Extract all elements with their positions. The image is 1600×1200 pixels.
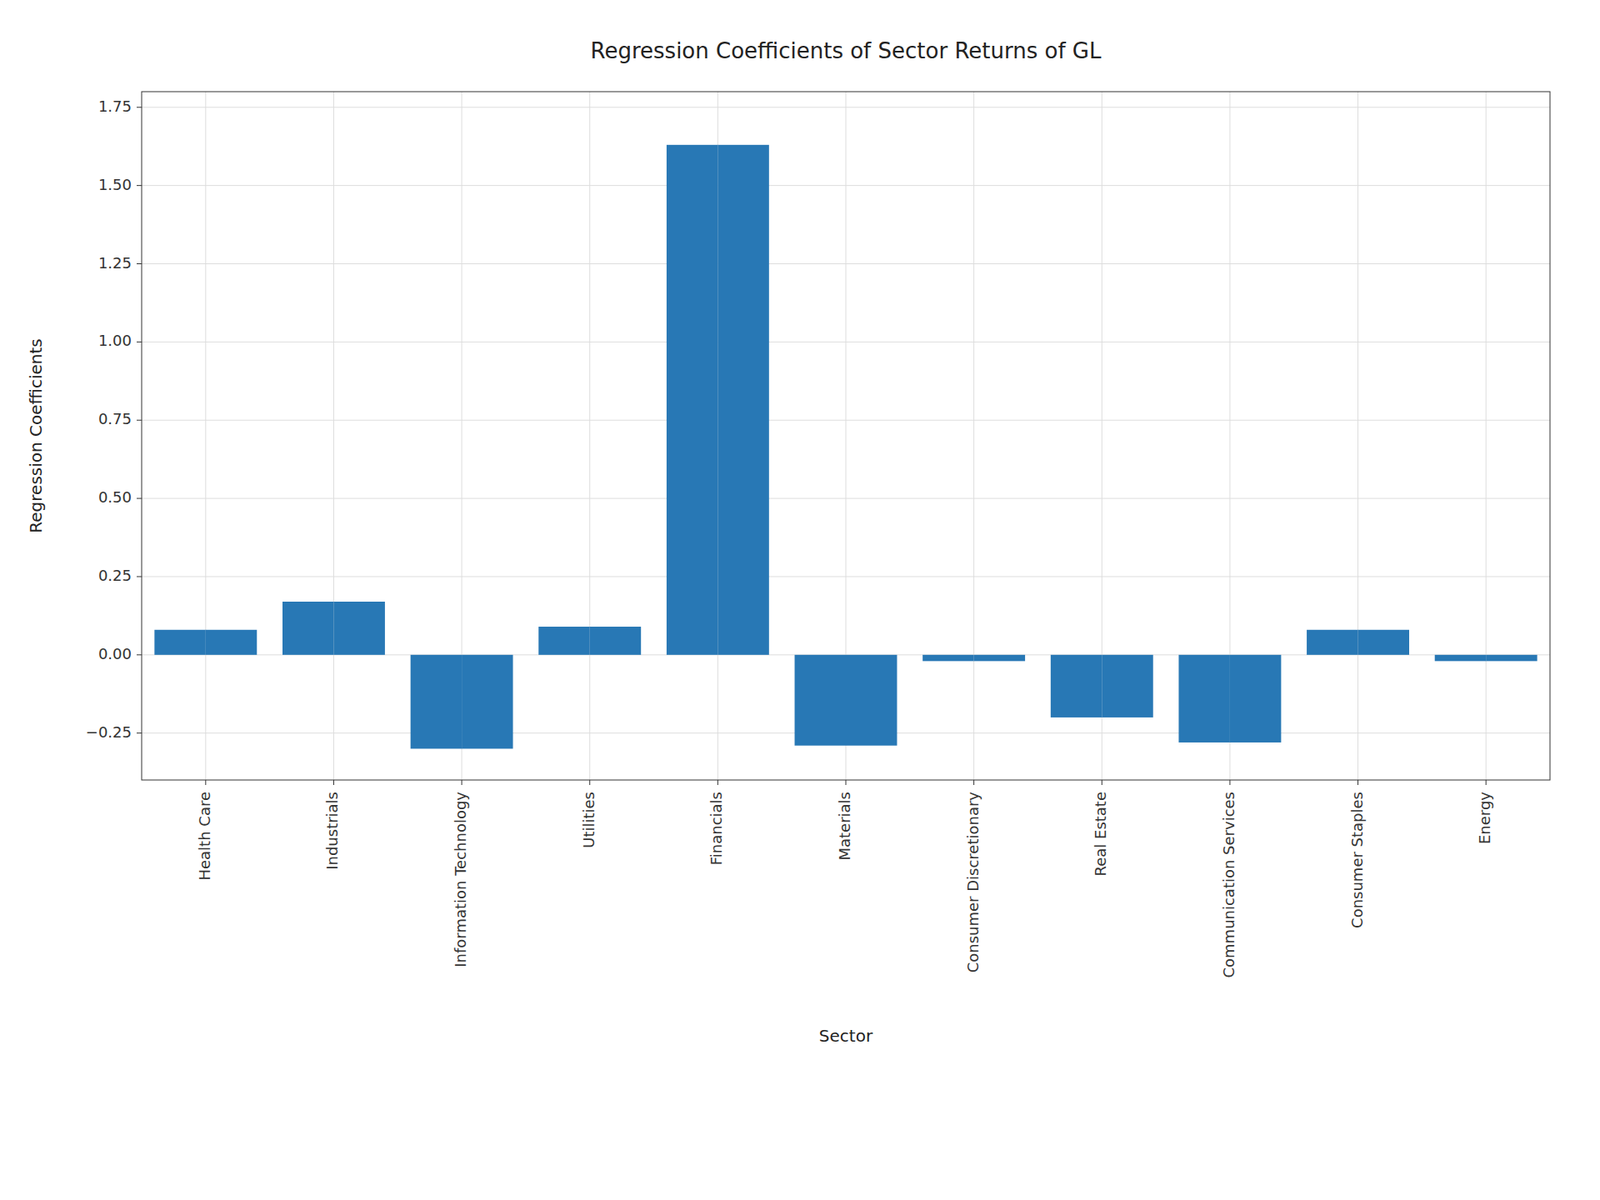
x-tick	[205, 780, 206, 785]
bar	[922, 655, 974, 662]
x-tick-label: Utilities	[580, 791, 598, 849]
background	[0, 0, 1600, 1200]
y-tick-label: 1.00	[98, 331, 132, 350]
y-tick-label: 1.25	[98, 254, 132, 272]
y-tick	[136, 420, 142, 421]
x-tick-label: Consumer Discretionary	[964, 791, 982, 974]
y-tick	[136, 185, 142, 186]
chart: −0.25 0.00 0.25 0.50 0.75 1.00 1.25 1.50 1.75 Hea…	[0, 0, 1600, 1200]
bar	[717, 145, 769, 655]
bar	[1435, 655, 1486, 662]
bar	[666, 145, 718, 655]
x-tick-label: Materials	[835, 791, 854, 861]
bar	[845, 655, 897, 746]
x-tick	[973, 780, 975, 785]
x-tick-label: Energy	[1475, 791, 1494, 845]
bar	[538, 626, 590, 655]
bar	[282, 601, 334, 655]
x-tick	[461, 780, 463, 785]
y-tick-label: −0.25	[85, 723, 132, 741]
y-tick	[136, 732, 142, 734]
x-tick-label: Financials	[707, 791, 725, 865]
x-tick	[717, 780, 719, 785]
bar	[1230, 655, 1281, 743]
y-tick-label: 0.25	[98, 566, 132, 585]
bar	[205, 630, 257, 655]
x-grid-line	[1485, 91, 1487, 780]
x-tick	[1229, 780, 1230, 785]
x-tick	[1357, 780, 1359, 785]
bar	[795, 655, 846, 746]
bar	[461, 655, 513, 750]
bar	[974, 655, 1025, 662]
x-axis-label: Sector	[819, 1025, 874, 1046]
y-axis-label: Regression Coefficients	[25, 338, 46, 533]
x-tick-label: Real Estate	[1091, 791, 1110, 877]
y-tick	[136, 654, 142, 655]
x-grid-line	[973, 91, 975, 780]
x-grid-line	[1357, 91, 1359, 780]
y-tick	[136, 498, 142, 500]
y-tick-label: 1.50	[98, 175, 132, 194]
x-tick-label: Industrials	[323, 791, 341, 870]
axes: −0.25 0.00 0.25 0.50 0.75 1.00 1.25 1.50 1.75 Hea…	[85, 97, 1494, 979]
y-tick-label: 1.75	[98, 97, 132, 115]
bar	[1306, 630, 1358, 655]
bar	[1358, 630, 1410, 655]
bar	[410, 655, 462, 750]
bar	[333, 601, 385, 655]
x-grid-line	[333, 91, 335, 780]
x-tick	[1485, 780, 1487, 785]
bar	[1178, 655, 1230, 743]
y-tick	[136, 263, 142, 265]
bars	[154, 145, 1537, 750]
bar	[1050, 655, 1102, 718]
y-tick-label: 0.50	[98, 488, 132, 506]
x-tick	[589, 780, 590, 785]
x-tick-label: Health Care	[195, 791, 214, 881]
y-tick-label: 0.75	[98, 410, 132, 428]
x-tick	[333, 780, 335, 785]
chart-container: −0.25 0.00 0.25 0.50 0.75 1.00 1.25 1.50 1.75 Hea…	[0, 0, 1600, 1200]
bar	[590, 626, 641, 655]
plot-frame	[141, 91, 1550, 780]
title: Regression Coefficients of Sector Return…	[590, 38, 1102, 64]
x-tick	[1101, 780, 1103, 785]
grid	[141, 91, 1550, 780]
y-tick	[136, 106, 142, 108]
x-grid-line	[589, 91, 590, 780]
x-tick	[845, 780, 847, 785]
y-tick-label: 0.00	[98, 645, 132, 663]
bar	[1101, 655, 1153, 718]
y-tick	[136, 341, 142, 343]
x-tick-label: Consumer Staples	[1348, 791, 1366, 929]
bar	[1485, 655, 1537, 662]
y-tick	[136, 575, 142, 577]
x-tick-label: Communication Services	[1220, 791, 1238, 979]
bar	[154, 630, 205, 655]
x-grid-line	[205, 91, 206, 780]
x-tick-label: Information Technology	[451, 791, 470, 968]
